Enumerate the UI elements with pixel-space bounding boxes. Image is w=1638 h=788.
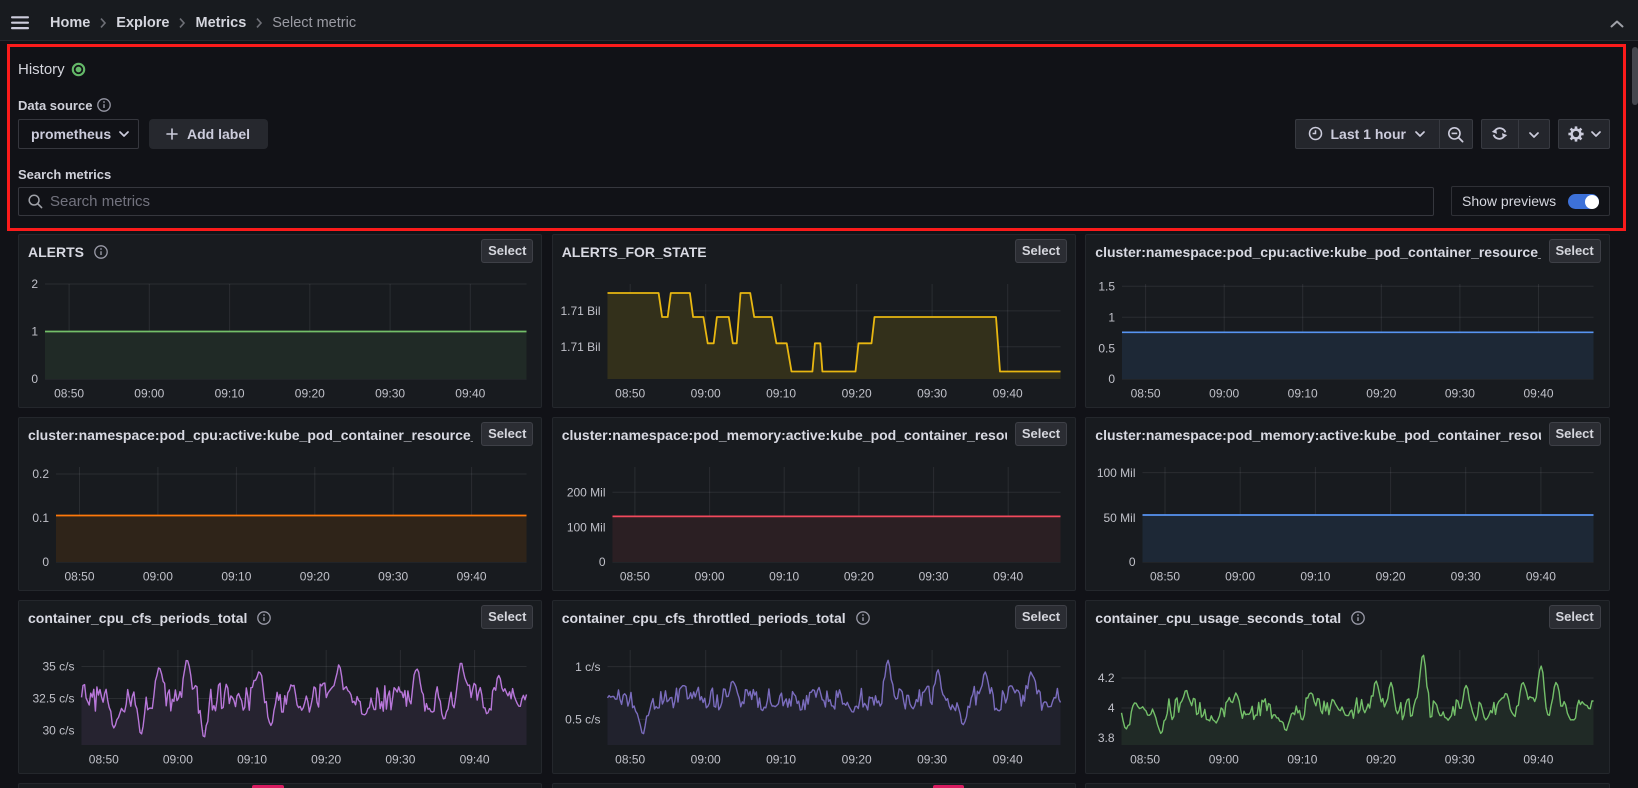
- svg-text:09:00: 09:00: [134, 386, 164, 400]
- svg-text:50 Mil: 50 Mil: [1104, 510, 1136, 524]
- svg-text:09:20: 09:20: [844, 569, 874, 583]
- svg-text:100 Mil: 100 Mil: [567, 520, 606, 534]
- svg-text:09:30: 09:30: [918, 569, 948, 583]
- svg-text:08:50: 08:50: [615, 752, 645, 766]
- svg-text:1.71 Bil: 1.71 Bil: [560, 340, 600, 354]
- svg-text:09:40: 09:40: [992, 386, 1022, 400]
- svg-text:08:50: 08:50: [620, 569, 650, 583]
- svg-text:2: 2: [31, 277, 38, 291]
- svg-text:09:00: 09:00: [694, 569, 724, 583]
- svg-text:32.5 c/s: 32.5 c/s: [32, 691, 74, 705]
- svg-text:09:10: 09:10: [769, 569, 799, 583]
- svg-text:09:00: 09:00: [163, 752, 193, 766]
- svg-text:09:10: 09:10: [1288, 752, 1318, 766]
- svg-text:1: 1: [1109, 310, 1116, 324]
- svg-text:09:40: 09:40: [993, 569, 1023, 583]
- svg-text:09:20: 09:20: [1366, 752, 1396, 766]
- svg-text:09:20: 09:20: [841, 752, 871, 766]
- svg-text:30 c/s: 30 c/s: [42, 723, 74, 737]
- svg-text:08:50: 08:50: [615, 386, 645, 400]
- svg-text:0: 0: [1129, 555, 1136, 569]
- svg-text:09:20: 09:20: [311, 752, 341, 766]
- svg-text:0: 0: [42, 555, 49, 569]
- svg-text:09:40: 09:40: [992, 752, 1022, 766]
- svg-text:09:40: 09:40: [457, 569, 487, 583]
- svg-text:09:00: 09:00: [1209, 386, 1239, 400]
- svg-text:09:10: 09:10: [1288, 386, 1318, 400]
- svg-text:4: 4: [1108, 701, 1115, 715]
- svg-text:09:20: 09:20: [1376, 569, 1406, 583]
- svg-text:09:30: 09:30: [1445, 752, 1475, 766]
- svg-text:09:00: 09:00: [1209, 752, 1239, 766]
- svg-text:0: 0: [1109, 372, 1116, 386]
- svg-text:09:40: 09:40: [1524, 752, 1554, 766]
- svg-text:0.2: 0.2: [32, 467, 49, 481]
- svg-text:08:50: 08:50: [54, 386, 84, 400]
- svg-text:09:30: 09:30: [375, 386, 405, 400]
- svg-text:09:20: 09:20: [300, 569, 330, 583]
- svg-text:200 Mil: 200 Mil: [567, 485, 606, 499]
- svg-text:09:30: 09:30: [917, 752, 947, 766]
- svg-text:09:00: 09:00: [143, 569, 173, 583]
- svg-text:1 c/s: 1 c/s: [575, 659, 600, 673]
- svg-text:0: 0: [599, 555, 606, 569]
- svg-text:09:00: 09:00: [690, 386, 720, 400]
- svg-text:09:30: 09:30: [917, 386, 947, 400]
- svg-text:09:10: 09:10: [215, 386, 245, 400]
- svg-text:0.1: 0.1: [32, 511, 49, 525]
- svg-text:09:40: 09:40: [460, 752, 490, 766]
- svg-text:3.8: 3.8: [1098, 731, 1115, 745]
- svg-text:1.5: 1.5: [1099, 279, 1116, 293]
- svg-text:08:50: 08:50: [1130, 752, 1160, 766]
- svg-text:08:50: 08:50: [1131, 386, 1161, 400]
- svg-text:100 Mil: 100 Mil: [1097, 465, 1136, 479]
- svg-text:09:30: 09:30: [1445, 386, 1475, 400]
- svg-text:09:10: 09:10: [1301, 569, 1331, 583]
- svg-text:09:10: 09:10: [766, 386, 796, 400]
- svg-text:09:10: 09:10: [221, 569, 251, 583]
- svg-text:4.2: 4.2: [1098, 671, 1115, 685]
- svg-text:09:00: 09:00: [690, 752, 720, 766]
- svg-text:09:00: 09:00: [1225, 569, 1255, 583]
- svg-text:08:50: 08:50: [64, 569, 94, 583]
- svg-text:09:10: 09:10: [766, 752, 796, 766]
- svg-text:35 c/s: 35 c/s: [42, 659, 74, 673]
- svg-text:0.5: 0.5: [1099, 341, 1116, 355]
- svg-text:0.5 c/s: 0.5 c/s: [565, 712, 600, 726]
- svg-text:09:30: 09:30: [378, 569, 408, 583]
- svg-text:09:20: 09:20: [1367, 386, 1397, 400]
- svg-text:09:10: 09:10: [237, 752, 267, 766]
- svg-text:09:30: 09:30: [385, 752, 415, 766]
- svg-text:09:20: 09:20: [295, 386, 325, 400]
- svg-text:1.71 Bil: 1.71 Bil: [560, 304, 600, 318]
- svg-text:1: 1: [31, 324, 38, 338]
- svg-text:09:40: 09:40: [1524, 386, 1554, 400]
- svg-text:08:50: 08:50: [1150, 569, 1180, 583]
- svg-text:08:50: 08:50: [89, 752, 119, 766]
- svg-text:09:30: 09:30: [1451, 569, 1481, 583]
- svg-text:0: 0: [31, 372, 38, 386]
- svg-text:09:40: 09:40: [455, 386, 485, 400]
- svg-text:09:40: 09:40: [1526, 569, 1556, 583]
- svg-text:09:20: 09:20: [841, 386, 871, 400]
